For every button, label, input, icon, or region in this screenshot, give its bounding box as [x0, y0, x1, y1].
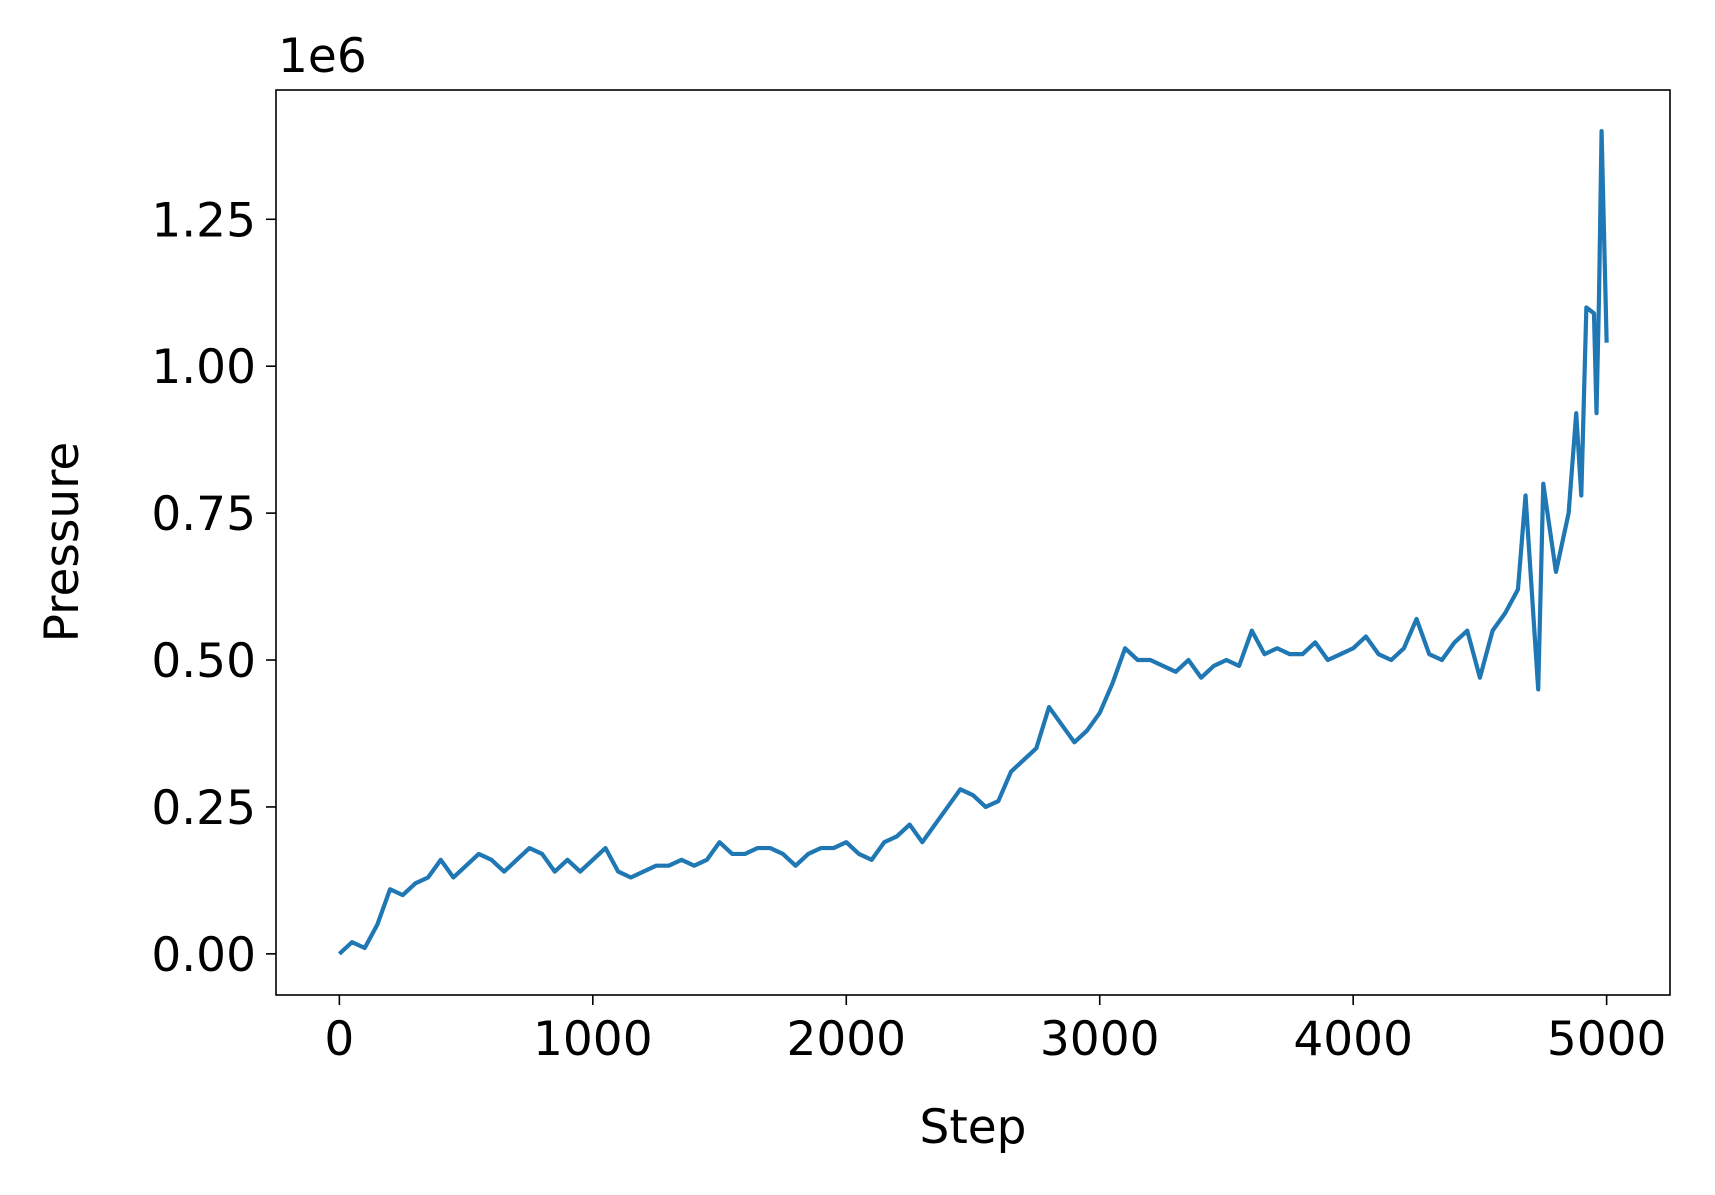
y-tick-label: 0.00 [151, 928, 256, 983]
x-tick-label: 1000 [533, 1012, 653, 1067]
y-tick-label: 0.75 [151, 487, 256, 542]
x-axis-label: Step [919, 1100, 1026, 1155]
offset-text: 1e6 [278, 29, 367, 84]
x-tick-label: 5000 [1547, 1012, 1667, 1067]
data-line [337, 129, 1609, 956]
plot-frame [275, 89, 1671, 996]
y-tick-label: 1.25 [151, 193, 256, 248]
y-axis-label: Pressure [35, 442, 90, 643]
x-tick-label: 3000 [1040, 1012, 1160, 1067]
y-tick-label: 1.00 [151, 340, 256, 395]
y-tick-label: 0.25 [151, 781, 256, 836]
y-tick-label: 0.50 [151, 634, 256, 689]
x-tick-label: 4000 [1293, 1012, 1413, 1067]
x-tick-label: 0 [324, 1012, 354, 1067]
x-tick-label: 2000 [786, 1012, 906, 1067]
